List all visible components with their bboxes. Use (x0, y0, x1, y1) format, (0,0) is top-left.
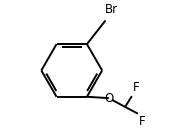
Text: O: O (104, 92, 114, 105)
Text: Br: Br (105, 3, 118, 16)
Text: F: F (132, 82, 139, 95)
Text: F: F (139, 115, 145, 128)
